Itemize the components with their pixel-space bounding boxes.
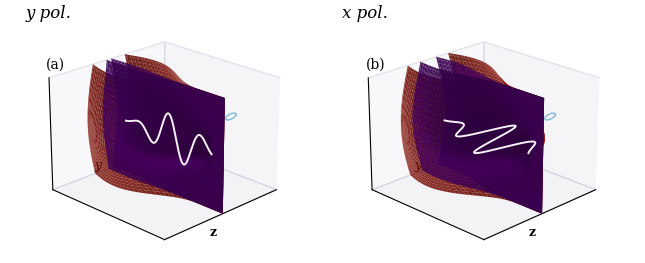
Text: (b): (b) — [366, 58, 385, 72]
Text: (a): (a) — [46, 58, 65, 72]
Text: x pol.: x pol. — [342, 5, 388, 22]
Text: y pol.: y pol. — [26, 5, 72, 22]
